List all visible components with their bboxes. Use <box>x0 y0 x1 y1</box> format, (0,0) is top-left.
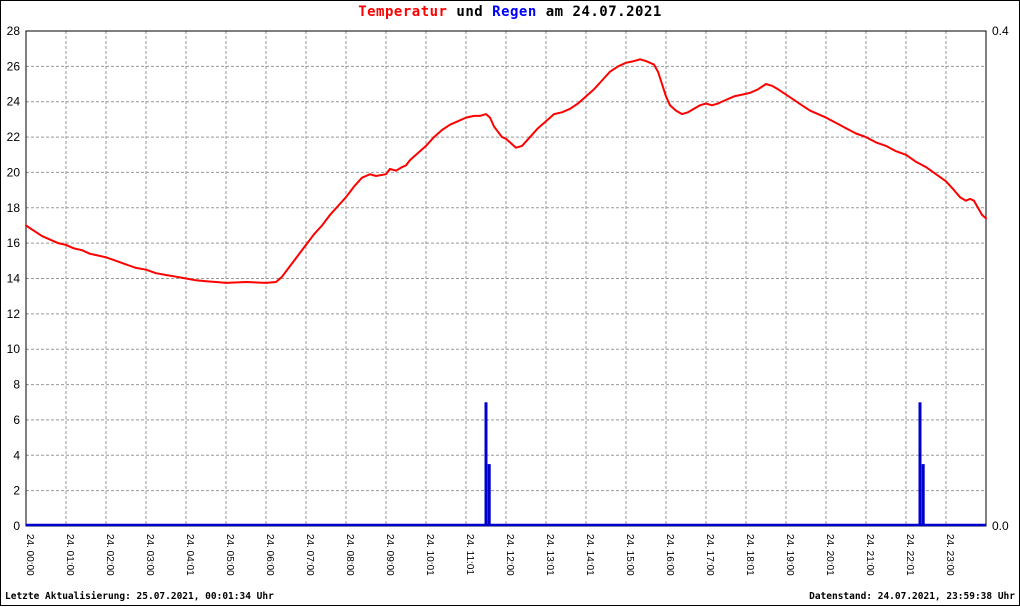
title-date: am 24.07.2021 <box>536 4 662 20</box>
chart-title: Temperatur und Regen am 24.07.2021 <box>1 4 1019 20</box>
x-tick-label: 24. 18:01 <box>744 534 755 576</box>
y-left-tick-label: 6 <box>13 413 20 427</box>
x-tick-label: 24. 21:00 <box>864 534 875 576</box>
rain-bar <box>487 464 491 526</box>
x-tick-label: 24. 14:01 <box>584 534 595 576</box>
y-left-tick-label: 0 <box>13 519 20 533</box>
y-left-tick-label: 28 <box>7 24 21 38</box>
x-tick-label: 24. 01:00 <box>64 534 75 576</box>
x-tick-label: 24. 19:00 <box>784 534 795 576</box>
title-connector: und <box>447 4 493 20</box>
data-timestamp-text: Datenstand: 24.07.2021, 23:59:38 Uhr <box>809 591 1015 602</box>
x-tick-label: 24. 00:00 <box>24 534 35 576</box>
x-tick-label: 24. 11:01 <box>464 534 475 575</box>
x-tick-label: 24. 02:00 <box>104 534 115 576</box>
x-tick-label: 24. 04:01 <box>184 534 195 576</box>
x-tick-label: 24. 16:00 <box>664 534 675 576</box>
y-left-tick-label: 10 <box>7 342 21 356</box>
y-left-tick-label: 26 <box>7 59 21 73</box>
y-left-tick-label: 24 <box>7 95 21 109</box>
y-left-tick-label: 20 <box>7 165 21 179</box>
y-right-max-label: 0.4 <box>992 24 1009 38</box>
y-left-tick-label: 12 <box>7 307 21 321</box>
x-tick-label: 24. 05:00 <box>224 534 235 576</box>
x-tick-label: 24. 20:01 <box>824 534 835 576</box>
x-tick-label: 24. 12:00 <box>504 534 515 576</box>
y-left-tick-label: 2 <box>13 484 20 498</box>
y-left-tick-label: 8 <box>13 378 20 392</box>
x-tick-label: 24. 23:00 <box>944 534 955 576</box>
x-tick-label: 24. 09:00 <box>384 534 395 576</box>
x-tick-label: 24. 22:01 <box>904 534 915 576</box>
rain-bar <box>484 402 488 527</box>
x-tick-label: 24. 08:00 <box>344 534 355 576</box>
temperature-line <box>25 58 987 284</box>
x-tick-label: 24. 07:00 <box>304 534 315 576</box>
y-right-min-label: 0.0 <box>992 519 1009 533</box>
x-tick-label: 24. 10:01 <box>424 534 435 576</box>
title-temperature-label: Temperatur <box>358 4 448 20</box>
x-tick-label: 24. 13:01 <box>544 534 555 576</box>
title-rain-label: Regen <box>492 4 537 20</box>
y-left-tick-label: 14 <box>7 272 21 286</box>
y-left-tick-label: 4 <box>13 448 20 462</box>
x-tick-label: 24. 17:00 <box>704 534 715 576</box>
rain-bar <box>918 402 922 527</box>
x-tick-label: 24. 06:00 <box>264 534 275 576</box>
y-left-tick-label: 22 <box>7 130 21 144</box>
y-left-tick-label: 18 <box>7 201 21 215</box>
rain-bar <box>921 464 925 526</box>
x-tick-label: 24. 03:00 <box>144 534 155 576</box>
y-left-tick-label: 16 <box>7 236 21 250</box>
x-tick-label: 24. 15:00 <box>624 534 635 576</box>
last-update-text: Letzte Aktualisierung: 25.07.2021, 00:01… <box>5 591 274 602</box>
